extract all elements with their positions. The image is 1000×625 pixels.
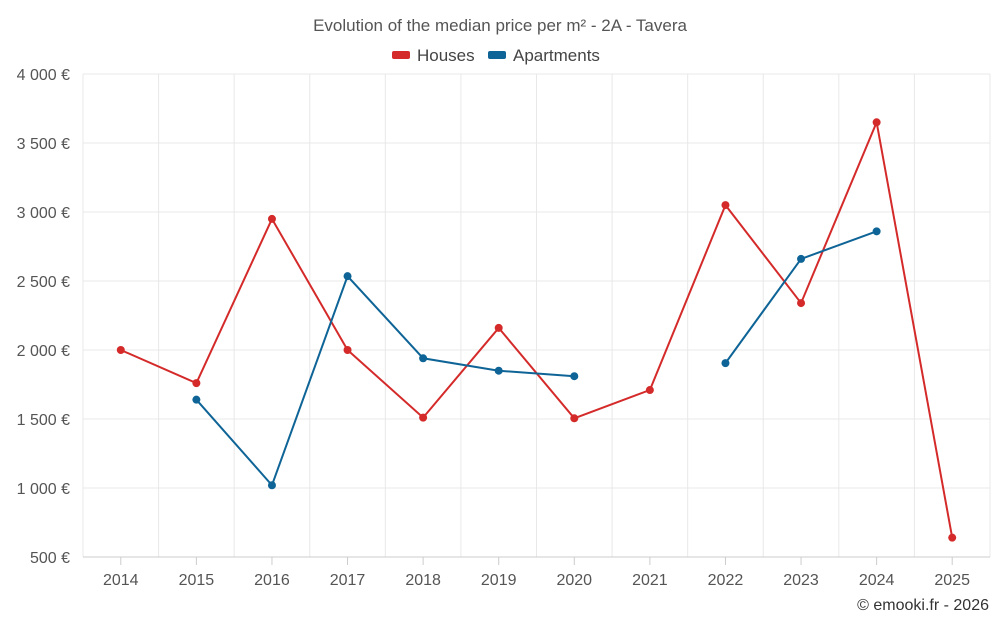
y-tick-label: 500 € bbox=[30, 550, 70, 567]
apartments-point[interactable] bbox=[419, 354, 428, 363]
x-tick-label: 2021 bbox=[632, 572, 668, 589]
y-tick-label: 1 500 € bbox=[17, 412, 70, 429]
apartments-line bbox=[195, 274, 575, 488]
x-tick-label: 2018 bbox=[405, 572, 441, 589]
legend: Houses Apartments bbox=[392, 46, 600, 65]
grid bbox=[82, 73, 991, 558]
apartments-point[interactable] bbox=[872, 227, 881, 236]
chart-title: Evolution of the median price per m² - 2… bbox=[313, 16, 687, 35]
series-group bbox=[116, 118, 957, 542]
x-tick-label: 2017 bbox=[330, 572, 366, 589]
x-tick-label: 2019 bbox=[481, 572, 517, 589]
x-tick-label: 2016 bbox=[254, 572, 290, 589]
x-tick-label: 2014 bbox=[103, 572, 139, 589]
y-tick-label: 2 000 € bbox=[17, 343, 70, 360]
x-tick-label: 2015 bbox=[179, 572, 215, 589]
houses-point[interactable] bbox=[645, 386, 654, 395]
apartments-point[interactable] bbox=[494, 366, 503, 375]
apartments-line bbox=[724, 230, 877, 364]
apartments-legend-label[interactable]: Apartments bbox=[513, 46, 600, 65]
apartments-point[interactable] bbox=[797, 254, 806, 263]
y-tick-label: 3 000 € bbox=[17, 205, 70, 222]
houses-point[interactable] bbox=[192, 379, 201, 388]
houses-legend-swatch bbox=[392, 51, 410, 59]
apartments-point[interactable] bbox=[570, 372, 579, 381]
houses-point[interactable] bbox=[116, 346, 125, 354]
x-tick-label: 2022 bbox=[708, 572, 744, 589]
houses-point[interactable] bbox=[267, 214, 276, 223]
credit-text: © emooki.fr - 2026 bbox=[857, 597, 989, 614]
houses-point[interactable] bbox=[872, 118, 881, 127]
houses-point[interactable] bbox=[343, 346, 352, 354]
houses-point[interactable] bbox=[797, 299, 806, 308]
x-axis: 2014 2015 2016 2017 2018 2019 2020 2021 2022 2023… bbox=[103, 557, 970, 589]
houses-point[interactable] bbox=[721, 201, 730, 210]
y-tick-label: 1 000 € bbox=[17, 481, 70, 498]
houses-point[interactable] bbox=[948, 533, 957, 542]
apartments-point[interactable] bbox=[721, 359, 730, 368]
y-axis: 500 € 1 000 € 1 500 € 2 000 € 2 500 € 3 000 €… bbox=[17, 67, 70, 567]
x-tick-label: 2023 bbox=[783, 572, 819, 589]
x-tick-label: 2020 bbox=[556, 572, 592, 589]
apartments-point[interactable] bbox=[343, 272, 352, 281]
houses-point[interactable] bbox=[570, 414, 579, 423]
x-tick-label: 2025 bbox=[934, 572, 970, 589]
apartments-legend-swatch bbox=[488, 51, 506, 59]
y-tick-label: 4 000 € bbox=[17, 67, 70, 84]
y-tick-label: 2 500 € bbox=[17, 274, 70, 291]
houses-point[interactable] bbox=[419, 413, 428, 422]
x-tick-label: 2024 bbox=[859, 572, 895, 589]
y-tick-label: 3 500 € bbox=[17, 136, 70, 153]
houses-point[interactable] bbox=[494, 323, 503, 332]
houses-legend-label[interactable]: Houses bbox=[417, 46, 475, 65]
apartments-point[interactable] bbox=[192, 395, 201, 404]
apartments-point[interactable] bbox=[267, 481, 276, 490]
